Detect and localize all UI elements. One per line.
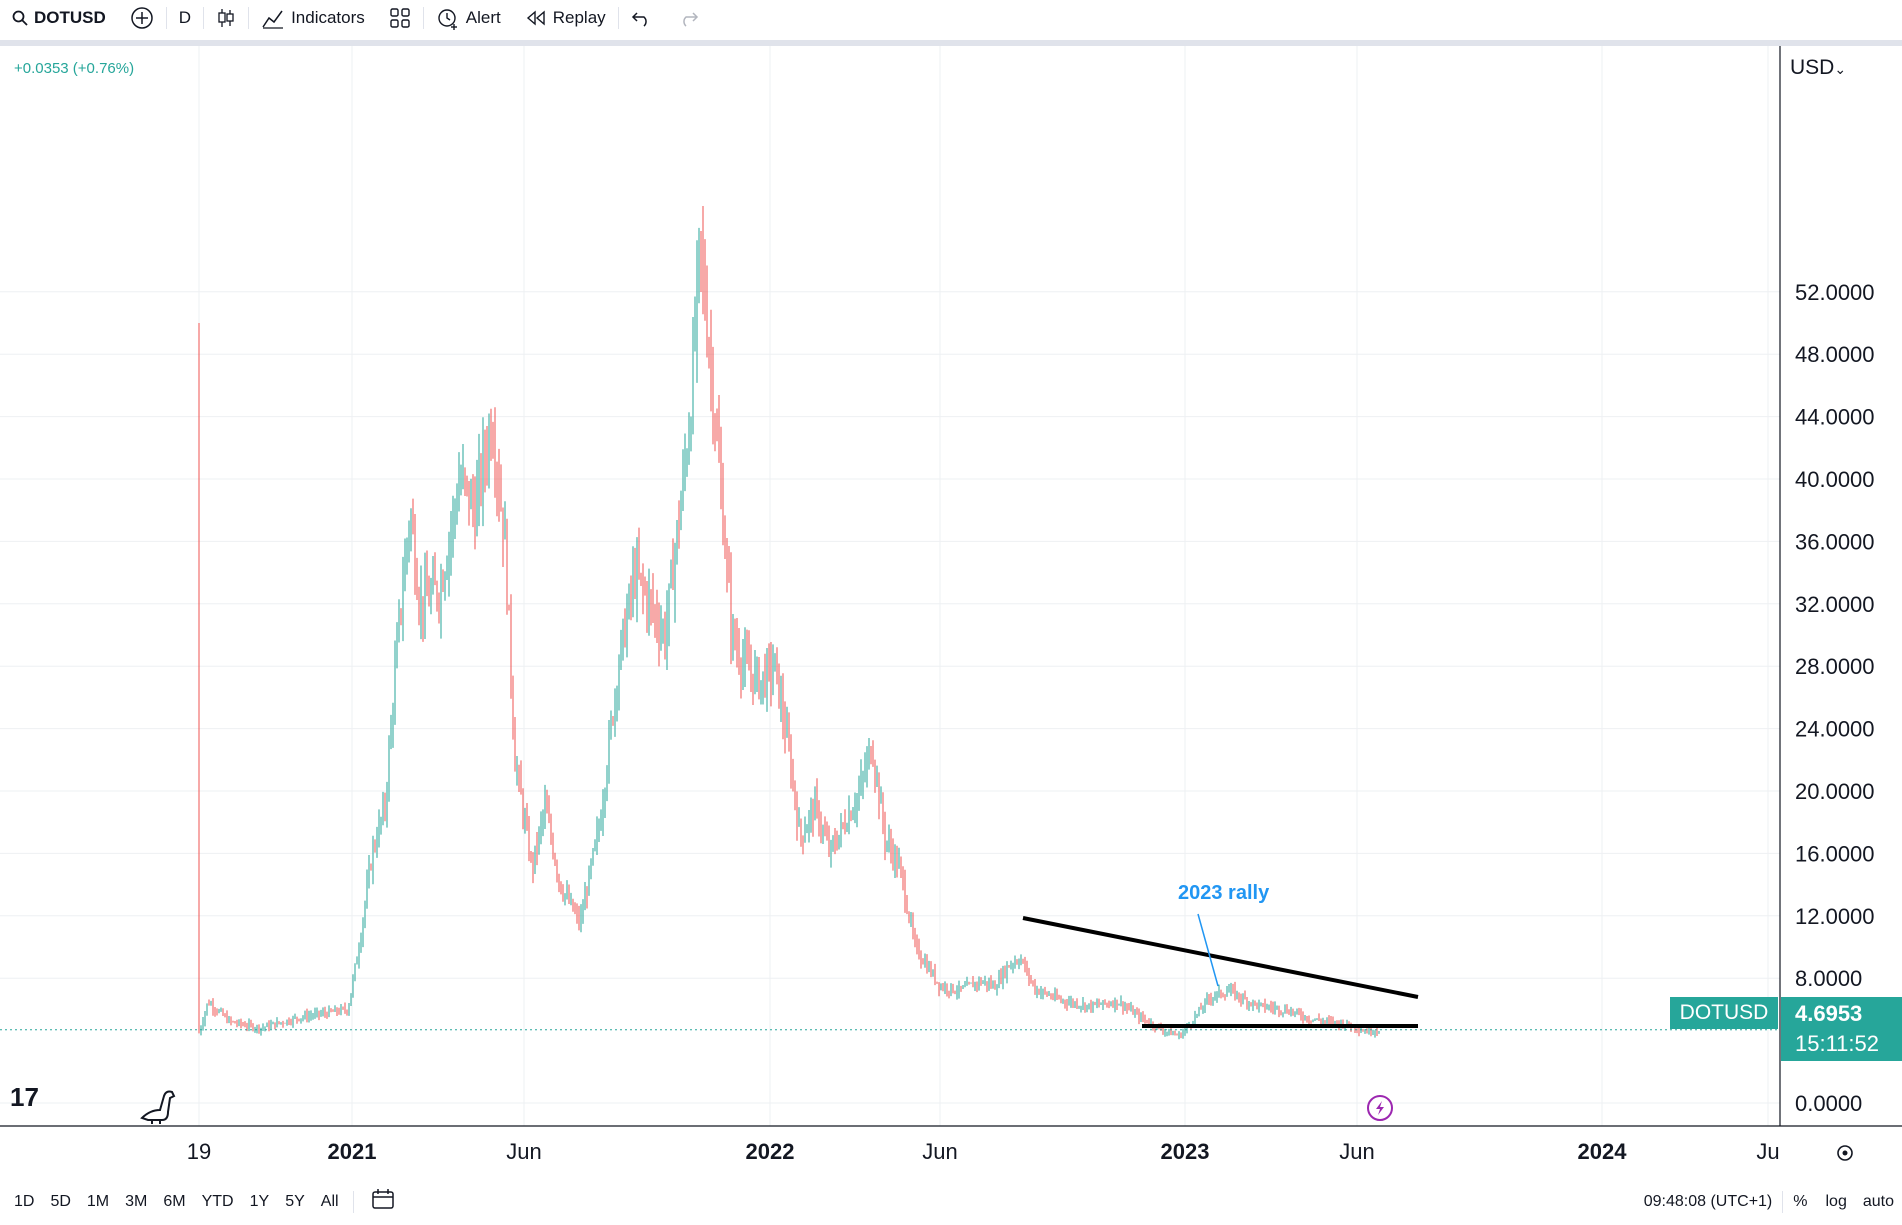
redo-icon (682, 12, 698, 27)
range-5y-button[interactable]: 5Y (285, 1192, 305, 1210)
annotation-pointer (1197, 913, 1219, 987)
replay-button[interactable]: Replay (513, 0, 618, 36)
range-ytd-button[interactable]: YTD (201, 1192, 234, 1210)
indicators-label: Indicators (291, 8, 365, 27)
auto-toggle[interactable]: auto (1862, 1192, 1894, 1210)
toolbar-divider (1782, 1190, 1784, 1213)
layouts-button[interactable] (377, 0, 423, 36)
time-tick-label: Jun (1339, 1139, 1374, 1164)
currency-label: USD (1790, 56, 1835, 79)
replay-label: Replay (552, 8, 606, 27)
price-tick-label: 8.0000 (1795, 966, 1862, 991)
alert-button[interactable]: Alert (424, 0, 513, 36)
toolbar-divider (617, 7, 619, 29)
price-tick-label: 24.0000 (1795, 717, 1875, 742)
price-tick-label: 36.0000 (1795, 529, 1875, 554)
descending-trendline[interactable] (1022, 916, 1419, 999)
range-1d-button[interactable]: 1D (14, 1192, 35, 1210)
chart-type-button[interactable] (204, 0, 248, 36)
rally-annotation[interactable]: 2023 rally (1178, 882, 1270, 904)
price-tick-label: 52.0000 (1795, 280, 1875, 305)
goto-date-button[interactable] (360, 1187, 406, 1216)
lightning-event-icon[interactable] (1367, 1095, 1393, 1121)
tradingview-logo[interactable]: 17 (10, 1082, 39, 1112)
toolbar-divider (422, 7, 424, 29)
toolbar-divider (248, 7, 250, 29)
settings-icon[interactable] (1837, 1145, 1853, 1161)
price-tick-label: 28.0000 (1795, 654, 1875, 679)
price-tick-label: 0.0000 (1795, 1091, 1862, 1116)
undo-button[interactable] (619, 0, 665, 36)
plus-circle-icon (131, 7, 153, 29)
range-1y-button[interactable]: 1Y (249, 1192, 270, 1210)
symbol-search[interactable]: DOTUSD (0, 0, 118, 36)
range-3m-button[interactable]: 3M (125, 1192, 148, 1210)
range-6m-button[interactable]: 6M (163, 1192, 186, 1210)
calendar-icon (371, 1189, 394, 1209)
price-tick-label: 12.0000 (1795, 904, 1875, 929)
percent-toggle[interactable]: % (1793, 1192, 1808, 1210)
bar-countdown: 15:11:52 (1795, 1031, 1880, 1056)
interval-button[interactable]: D (167, 0, 203, 36)
price-tick-label: 32.0000 (1795, 592, 1875, 617)
alert-label: Alert (465, 8, 501, 27)
interval-label: D (178, 8, 192, 27)
price-chart[interactable]: 2023 rally 52.0000 48.0000 44.0000 40.0000 3… (0, 46, 1902, 1178)
symbol-badge: DOTUSD (1670, 997, 1778, 1029)
time-tick-label: 2022 (746, 1139, 795, 1164)
chevron-down-icon: ⌄ (1834, 61, 1847, 77)
toolbar-divider (352, 1190, 354, 1213)
drawings-layer[interactable]: 2023 rally (1022, 882, 1419, 1028)
tv-logo-icon: 17 (10, 1082, 39, 1112)
time-tick-label: Jun (922, 1139, 957, 1164)
grid-icon (390, 8, 410, 28)
indicators-icon (262, 10, 284, 29)
range-5d-button[interactable]: 5D (50, 1192, 71, 1210)
symbol-badge-label: DOTUSD (1679, 1001, 1769, 1024)
time-tick-label: 2024 (1578, 1139, 1628, 1164)
price-change: +0.0353 (+0.76%) (14, 60, 135, 77)
symbol-name: DOTUSD (34, 8, 106, 27)
toolbar-divider (203, 7, 205, 29)
search-icon (12, 10, 28, 26)
last-price-value: 4.6953 (1795, 1001, 1863, 1026)
log-toggle[interactable]: log (1825, 1192, 1847, 1210)
candlestick-series (198, 205, 1380, 1040)
time-tick-label: Jun (506, 1139, 541, 1164)
price-tick-label: 16.0000 (1795, 841, 1875, 866)
time-tick-label: 2021 (328, 1139, 377, 1164)
alarm-clock-icon (438, 9, 457, 30)
timezone-clock[interactable]: 09:48:08 (UTC+1) (1643, 1192, 1773, 1210)
toolbar-divider (165, 7, 167, 29)
last-price-badge: 4.6953 15:11:52 (1781, 997, 1902, 1061)
grid-lines (0, 46, 1780, 1126)
time-tick-label: 2023 (1161, 1139, 1210, 1164)
undo-icon (631, 12, 647, 27)
rewind-icon (526, 10, 545, 26)
time-scale[interactable]: 19 2021 Jun 2022 Jun 2023 Jun 2024 Ju (187, 1139, 1780, 1164)
price-tick-label: 44.0000 (1795, 405, 1875, 430)
bottom-toolbar: 1D 5D 1M 3M 6M YTD 1Y 5Y All 09:48:08 (UTC+1) % … (0, 1178, 1902, 1225)
compare-add-button[interactable] (118, 0, 166, 36)
time-tick-label: 19 (187, 1139, 211, 1164)
time-tick-label: Ju (1756, 1139, 1779, 1164)
date-ranges: 1D 5D 1M 3M 6M YTD 1Y 5Y All (0, 1193, 347, 1211)
price-tick-label: 40.0000 (1795, 467, 1875, 492)
toolbar-bottom-border (0, 40, 1902, 46)
candles-icon (218, 9, 234, 27)
price-tick-label: 48.0000 (1795, 342, 1875, 367)
price-scale[interactable]: 52.0000 48.0000 44.0000 40.0000 36.0000 32.00… (1795, 280, 1875, 1116)
dinosaur-icon (140, 1090, 176, 1124)
range-all-button[interactable]: All (320, 1192, 339, 1210)
price-tick-label: 20.0000 (1795, 779, 1875, 804)
indicators-button[interactable]: Indicators (249, 0, 377, 36)
top-toolbar: DOTUSD D Indicators (0, 0, 1902, 36)
redo-button[interactable] (665, 0, 711, 36)
currency-selector[interactable]: USD⌄ (1790, 56, 1846, 80)
range-1m-button[interactable]: 1M (86, 1192, 110, 1210)
